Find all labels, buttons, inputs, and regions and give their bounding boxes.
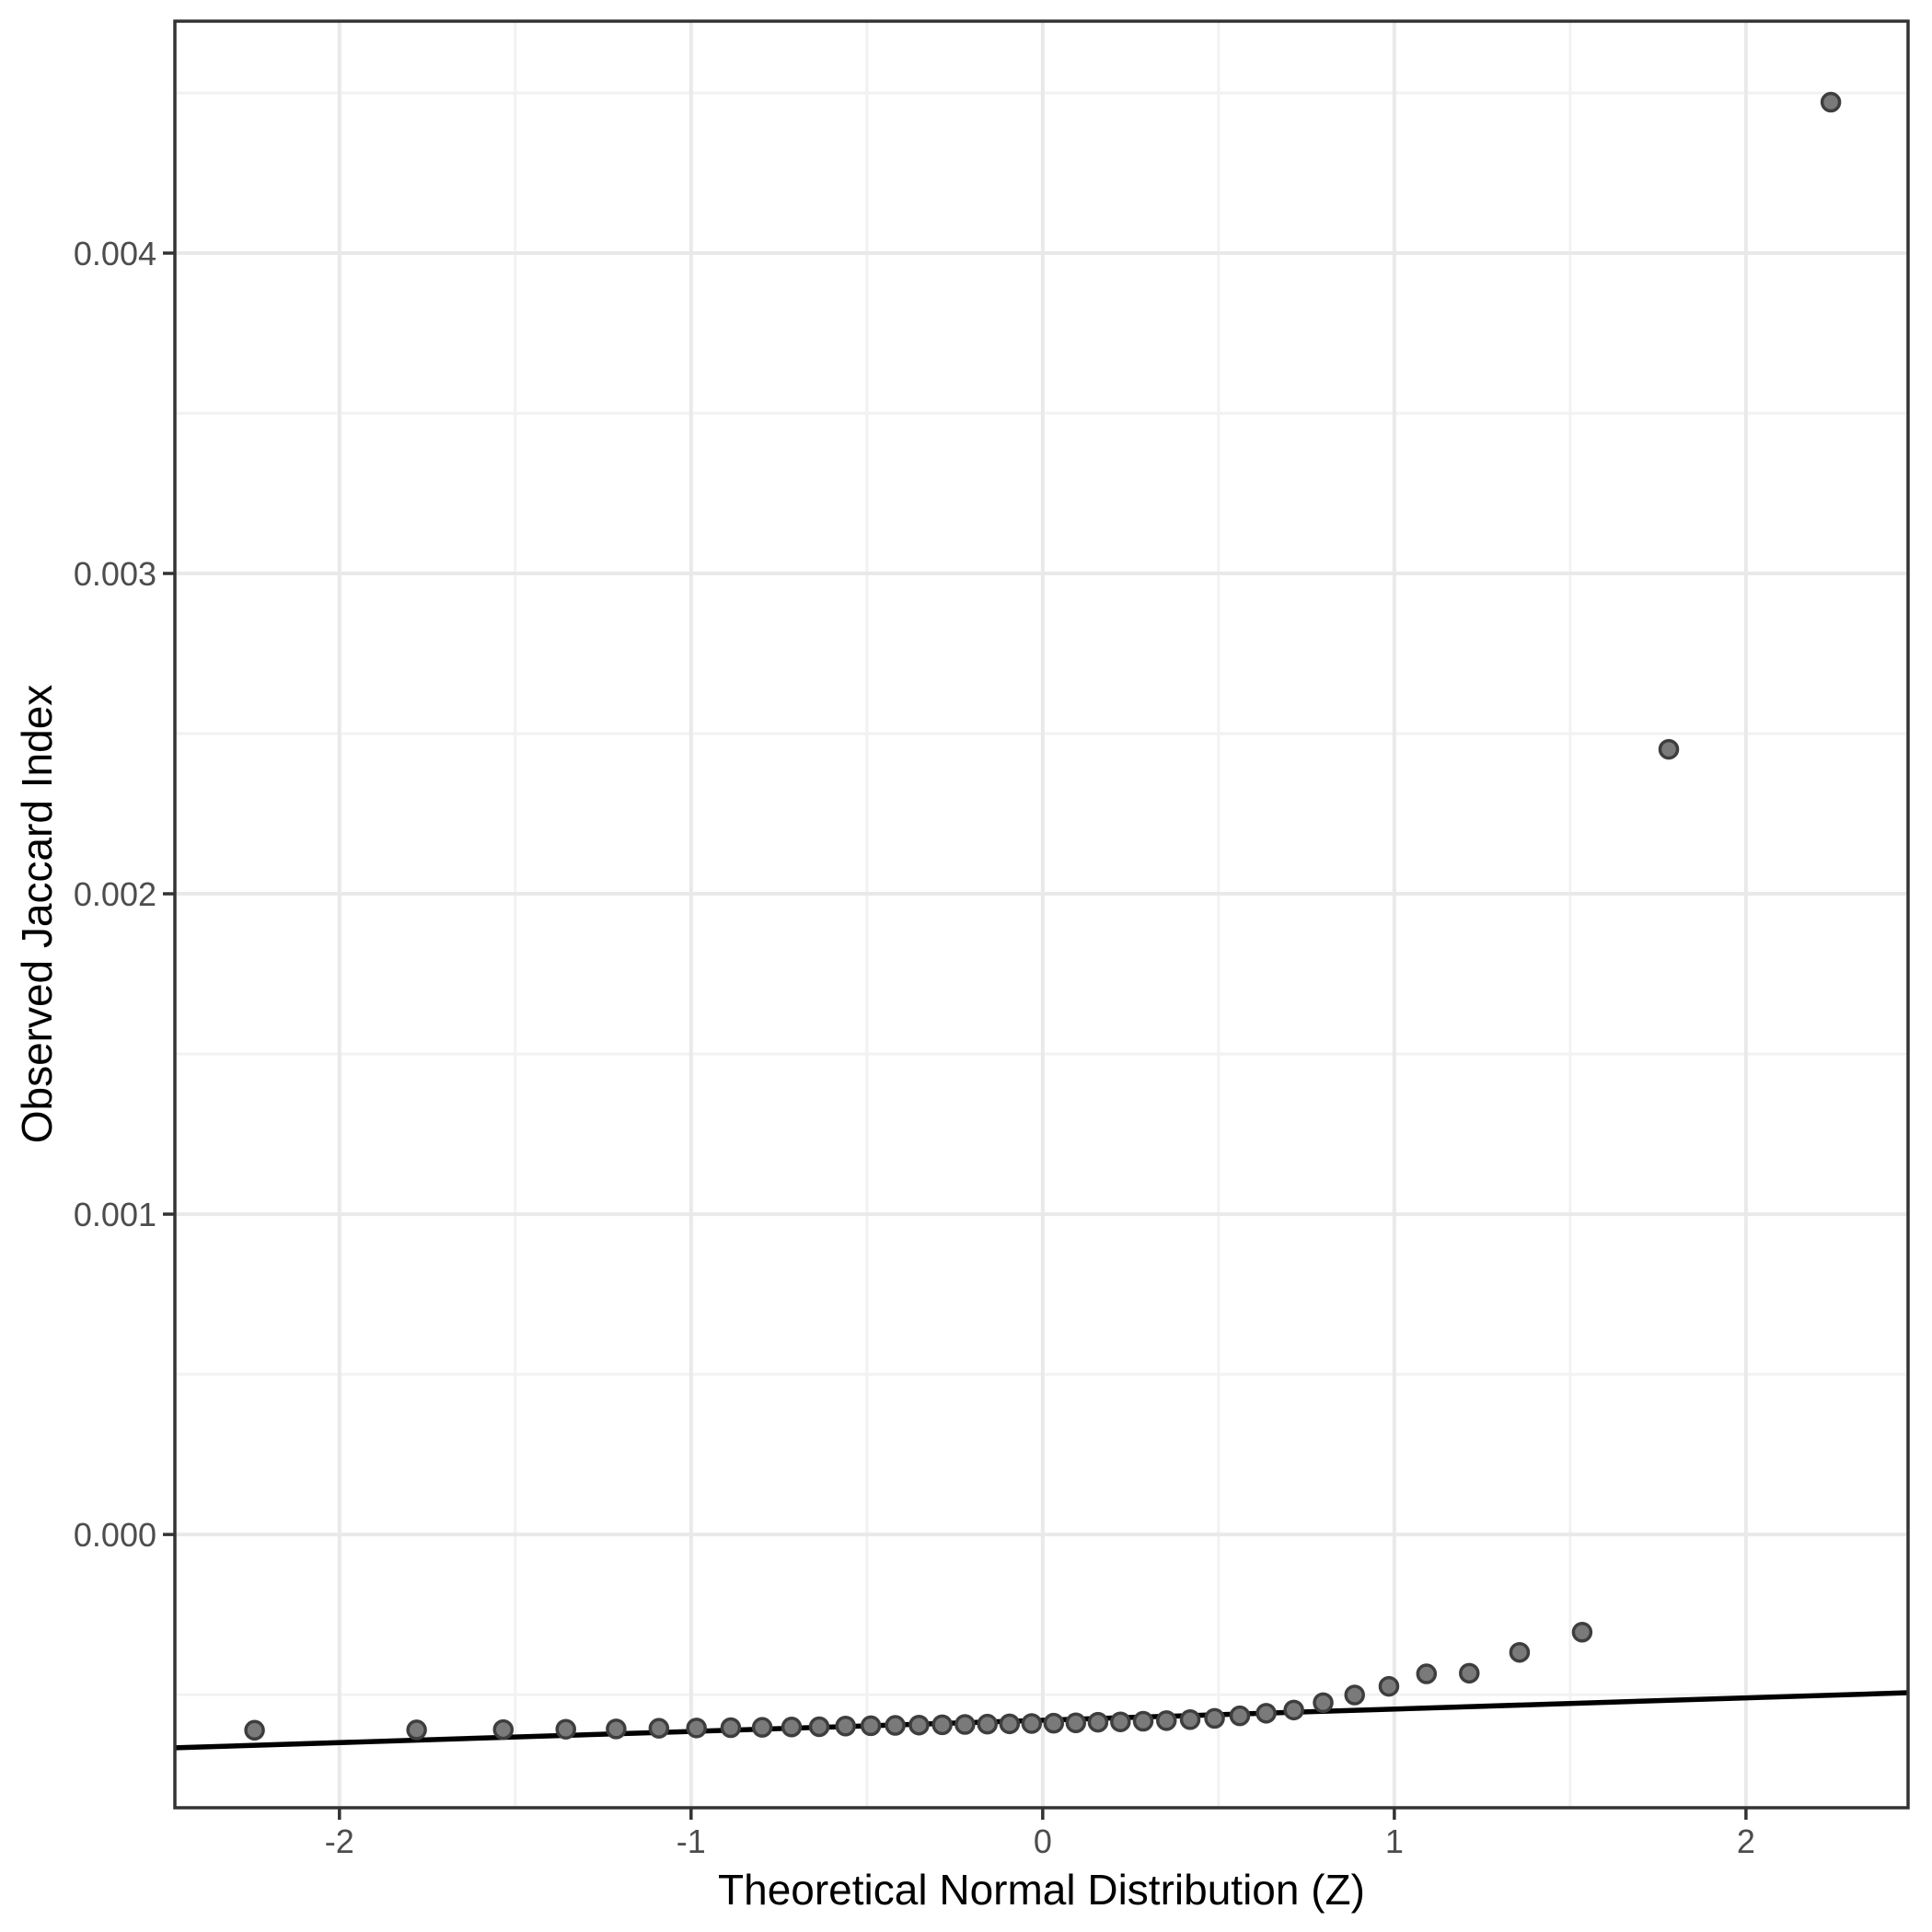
data-point xyxy=(1087,1711,1109,1733)
data-point xyxy=(954,1714,976,1735)
data-point xyxy=(931,1714,953,1736)
x-tick-label: -2 xyxy=(325,1822,354,1860)
x-tick-label: -1 xyxy=(677,1822,706,1860)
data-point xyxy=(406,1719,427,1741)
data-point xyxy=(1459,1662,1480,1684)
data-point xyxy=(1820,91,1842,113)
data-point xyxy=(908,1714,930,1736)
x-axis-title: Theoretical Normal Distribution (Z) xyxy=(718,1866,1365,1914)
data-point xyxy=(751,1717,773,1738)
data-point xyxy=(648,1718,670,1739)
data-point xyxy=(1155,1710,1177,1731)
data-point xyxy=(1283,1699,1304,1721)
data-point xyxy=(1179,1709,1201,1730)
x-tick-label: 2 xyxy=(1737,1822,1755,1860)
x-tick-label: 1 xyxy=(1385,1822,1404,1860)
data-point xyxy=(781,1717,803,1738)
data-point xyxy=(492,1718,515,1741)
data-point xyxy=(1255,1703,1277,1724)
data-point xyxy=(1571,1622,1593,1643)
data-point xyxy=(860,1715,882,1737)
data-point xyxy=(1416,1663,1438,1684)
data-point xyxy=(885,1715,906,1736)
data-point xyxy=(244,1719,265,1741)
data-point xyxy=(808,1716,830,1738)
y-tick-label: 0.001 xyxy=(74,1196,156,1233)
y-tick-label: 0.000 xyxy=(74,1516,156,1554)
data-point xyxy=(1132,1710,1154,1732)
data-point xyxy=(1313,1692,1334,1714)
data-point xyxy=(1043,1712,1065,1734)
data-point xyxy=(1204,1707,1225,1730)
data-point xyxy=(1344,1684,1365,1706)
data-point xyxy=(606,1718,627,1740)
data-point xyxy=(1110,1711,1131,1732)
y-tick-label: 0.002 xyxy=(74,875,156,913)
data-point xyxy=(1658,738,1680,760)
data-point xyxy=(720,1717,742,1739)
data-point xyxy=(1065,1712,1087,1734)
data-point xyxy=(1021,1713,1043,1734)
data-point xyxy=(686,1718,707,1739)
data-point xyxy=(999,1713,1021,1735)
data-point xyxy=(1229,1705,1251,1727)
data-point xyxy=(555,1718,576,1740)
y-tick-label: 0.004 xyxy=(74,235,156,272)
data-point xyxy=(835,1716,856,1737)
data-point xyxy=(1378,1675,1400,1697)
y-tick-label: 0.003 xyxy=(74,555,156,593)
x-tick-label: 0 xyxy=(1034,1822,1052,1860)
y-axis-title: Observed Jaccard Index xyxy=(13,684,61,1144)
data-point xyxy=(1509,1641,1531,1663)
data-point xyxy=(977,1713,998,1735)
